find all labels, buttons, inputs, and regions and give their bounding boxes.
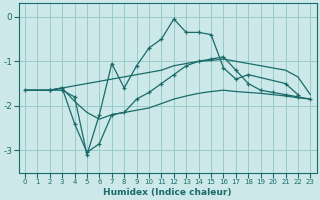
X-axis label: Humidex (Indice chaleur): Humidex (Indice chaleur) [103, 188, 232, 197]
